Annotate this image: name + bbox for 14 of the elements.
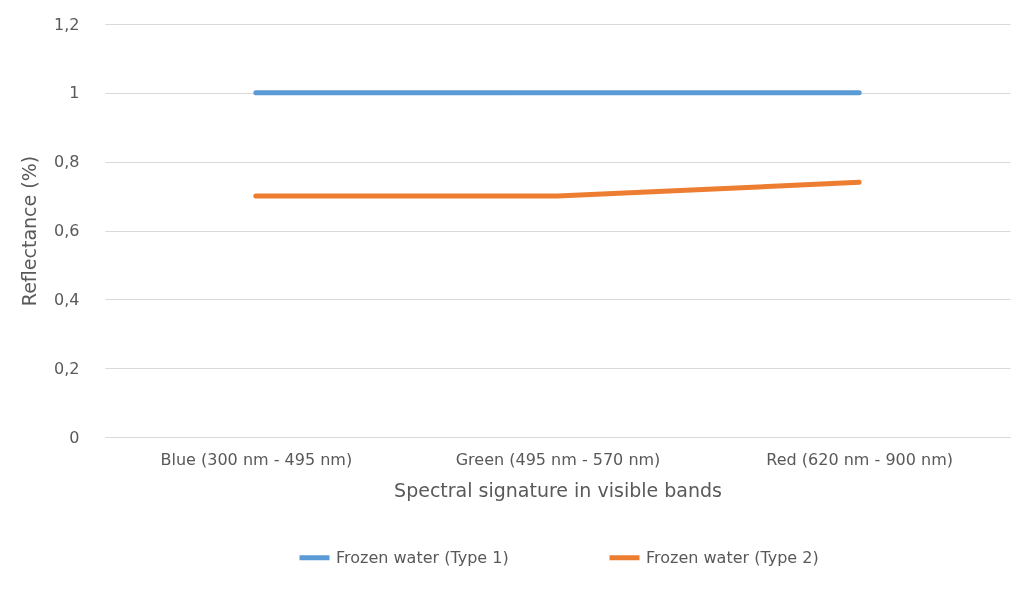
- legend-label: Frozen water (Type 2): [646, 547, 819, 567]
- y-tick-label: 1: [69, 83, 80, 103]
- x-tick-label: Red (620 nm - 900 nm): [766, 449, 953, 469]
- x-tick-label: Blue (300 nm - 495 nm): [160, 449, 353, 469]
- x-axis-title: Spectral signature in visible bands: [394, 478, 722, 501]
- y-tick-label: 0,8: [54, 152, 80, 172]
- y-tick-label: 0: [69, 427, 80, 447]
- y-axis-title: Reflectance (%): [18, 155, 41, 307]
- y-tick-label: 0,6: [54, 221, 80, 240]
- y-tick-label: 0,2: [54, 358, 80, 378]
- y-tick-label: 1,2: [54, 14, 80, 34]
- y-tick-label: 0,4: [54, 289, 80, 309]
- x-tick-label: Green (495 nm - 570 nm): [455, 449, 661, 469]
- legend-label: Frozen water (Type 1): [336, 547, 509, 567]
